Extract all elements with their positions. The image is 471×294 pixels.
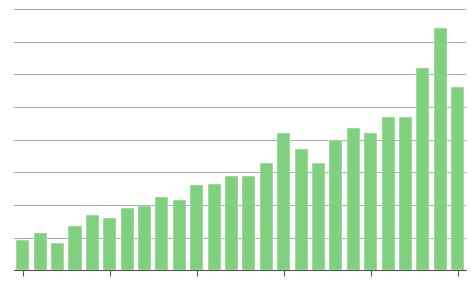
Bar [190,186,203,270]
Bar [312,163,325,270]
Bar [347,128,360,270]
Bar [294,149,308,270]
Bar [121,208,134,270]
Bar [16,240,29,270]
Bar [208,184,220,270]
Bar [416,68,430,270]
Bar [364,133,377,270]
Bar [51,243,64,270]
Bar [434,29,447,270]
Bar [451,87,464,270]
Bar [155,197,169,270]
Bar [225,176,238,270]
Bar [138,206,151,270]
Bar [86,215,99,270]
Bar [103,218,116,270]
Bar [260,163,273,270]
Bar [173,200,186,270]
Bar [399,117,412,270]
Bar [243,176,255,270]
Bar [68,226,81,270]
Bar [329,140,342,270]
Bar [382,117,395,270]
Bar [277,133,290,270]
Bar [34,233,47,270]
